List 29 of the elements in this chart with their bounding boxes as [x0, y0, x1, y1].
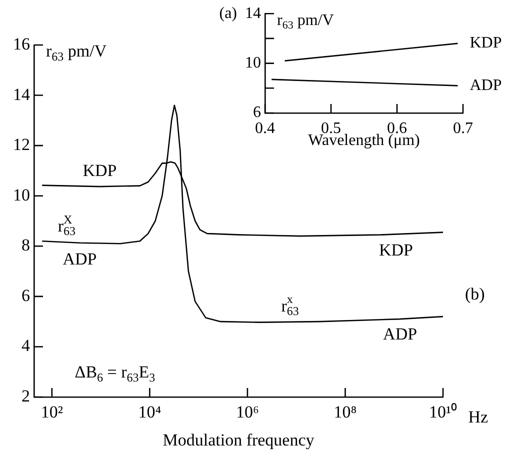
y-tick-label: 8: [22, 236, 30, 255]
x-tick-label: 10⁴: [138, 402, 162, 422]
x-tick-label: 0.7: [453, 120, 473, 137]
y-tick-label: 6: [253, 104, 261, 122]
y-tick-label: 12: [13, 135, 30, 154]
y-tick-label: 10: [13, 185, 30, 204]
text: Hz: [468, 408, 489, 427]
series-label: KDP: [470, 34, 502, 52]
y-tick-label: 4: [22, 336, 30, 356]
x-axis-title: Wavelength (μm): [308, 132, 420, 150]
y-tick-label: 2: [22, 386, 30, 406]
series-label: KDP: [82, 161, 117, 180]
y-tick-label: 14: [13, 84, 30, 104]
y-tick-label: 16: [13, 34, 30, 54]
y-tick-label: 6: [22, 286, 30, 305]
text: (b): [465, 284, 485, 304]
y-tick-label: 10: [245, 54, 261, 72]
x-axis-title: Modulation frequency: [162, 430, 315, 450]
x-tick-label: 10⁶: [236, 402, 259, 422]
chart-title: (a): [219, 4, 237, 22]
series-label: ADP: [62, 249, 97, 268]
x-tick-label: 10²: [40, 402, 63, 422]
annotation: ADP: [383, 324, 418, 344]
x-tick-label: 10¹⁰: [428, 402, 458, 422]
series-label: ADP: [470, 76, 502, 94]
x-tick-label: 0.4: [255, 120, 275, 137]
annotation: KDP: [378, 240, 413, 260]
y-tick-label: 14: [245, 4, 261, 22]
x-tick-label: 10⁸: [334, 402, 357, 422]
